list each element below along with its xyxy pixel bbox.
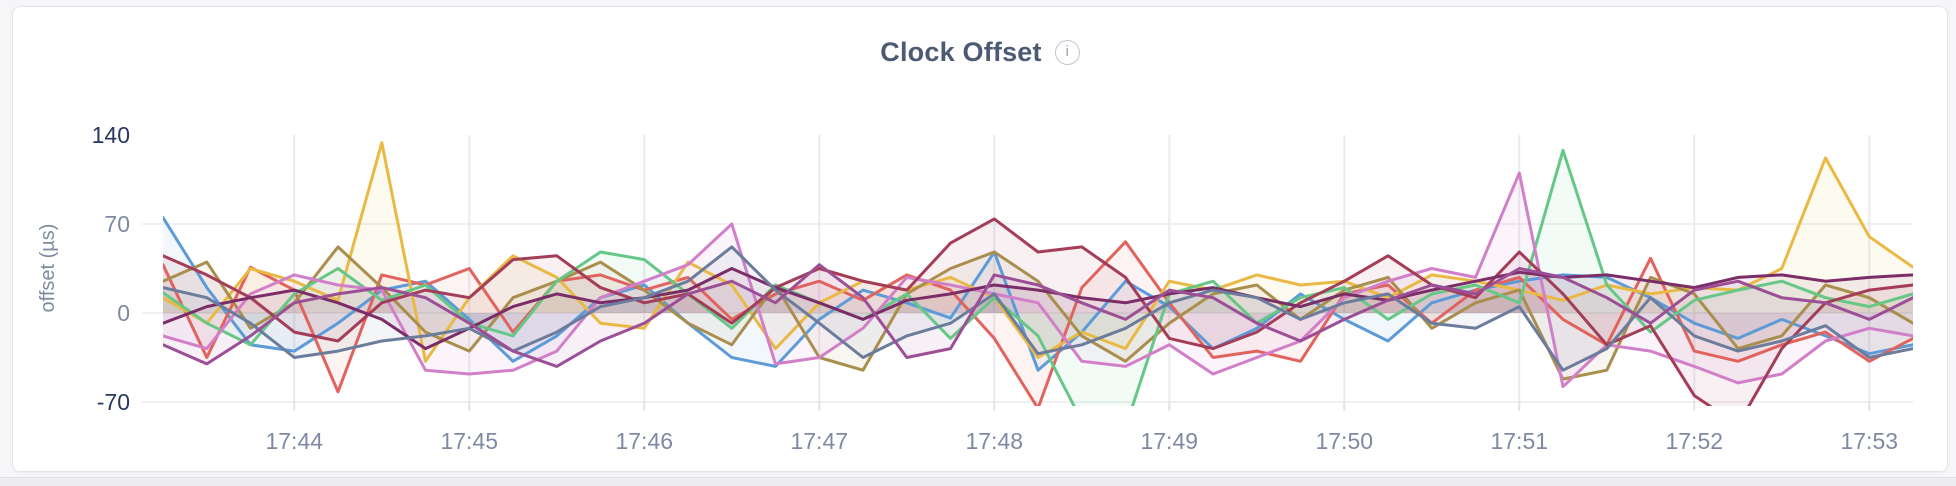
- x-tick-label: 17:45: [440, 428, 498, 454]
- x-tick-label: 17:47: [790, 428, 848, 454]
- series-line-node-6: [163, 171, 1913, 389]
- series-area-node-2: [163, 241, 1913, 406]
- series-line-node-2: [163, 240, 1913, 406]
- chart-title: Clock Offset: [880, 37, 1042, 67]
- x-tick-label: 17:50: [1315, 428, 1373, 454]
- series-area-node-7: [163, 218, 1913, 406]
- next-section-edge: [0, 477, 1956, 486]
- x-tick-label: 17:53: [1840, 428, 1898, 454]
- series-line-node-7: [163, 217, 1913, 406]
- series-line-node-5: [163, 148, 1913, 406]
- series-area-node-8: [163, 268, 1913, 349]
- y-tick-label: 140: [92, 122, 130, 148]
- x-tick-label: 17:46: [615, 428, 673, 454]
- series-area-node-4: [163, 246, 1913, 380]
- x-tick-label: 17:49: [1140, 428, 1198, 454]
- series-area-node-9: [163, 246, 1913, 371]
- series-area-node-3: [163, 142, 1913, 362]
- x-tick-label: 17:44: [265, 428, 323, 454]
- series-area-node-6: [163, 173, 1913, 387]
- y-axis-label: offset (µs): [37, 224, 59, 313]
- series-line-node-3: [163, 141, 1913, 363]
- x-tick-label: 17:52: [1665, 428, 1723, 454]
- info-icon[interactable]: i: [1054, 40, 1080, 65]
- series-line-node-1: [163, 216, 1913, 372]
- chart-card: Clock Offset i: [12, 6, 1948, 472]
- x-tick-label: 17:48: [965, 428, 1023, 454]
- y-tick-label: -70: [97, 389, 130, 415]
- series-line-node-10: [163, 263, 1913, 368]
- y-tick-label: 70: [104, 211, 130, 237]
- series-line-node-8: [163, 267, 1913, 351]
- series-line-node-9: [163, 245, 1913, 372]
- y-tick-label: 0: [117, 300, 130, 326]
- x-tick-label: 17:51: [1490, 428, 1548, 454]
- chart-header: Clock Offset i: [13, 37, 1947, 68]
